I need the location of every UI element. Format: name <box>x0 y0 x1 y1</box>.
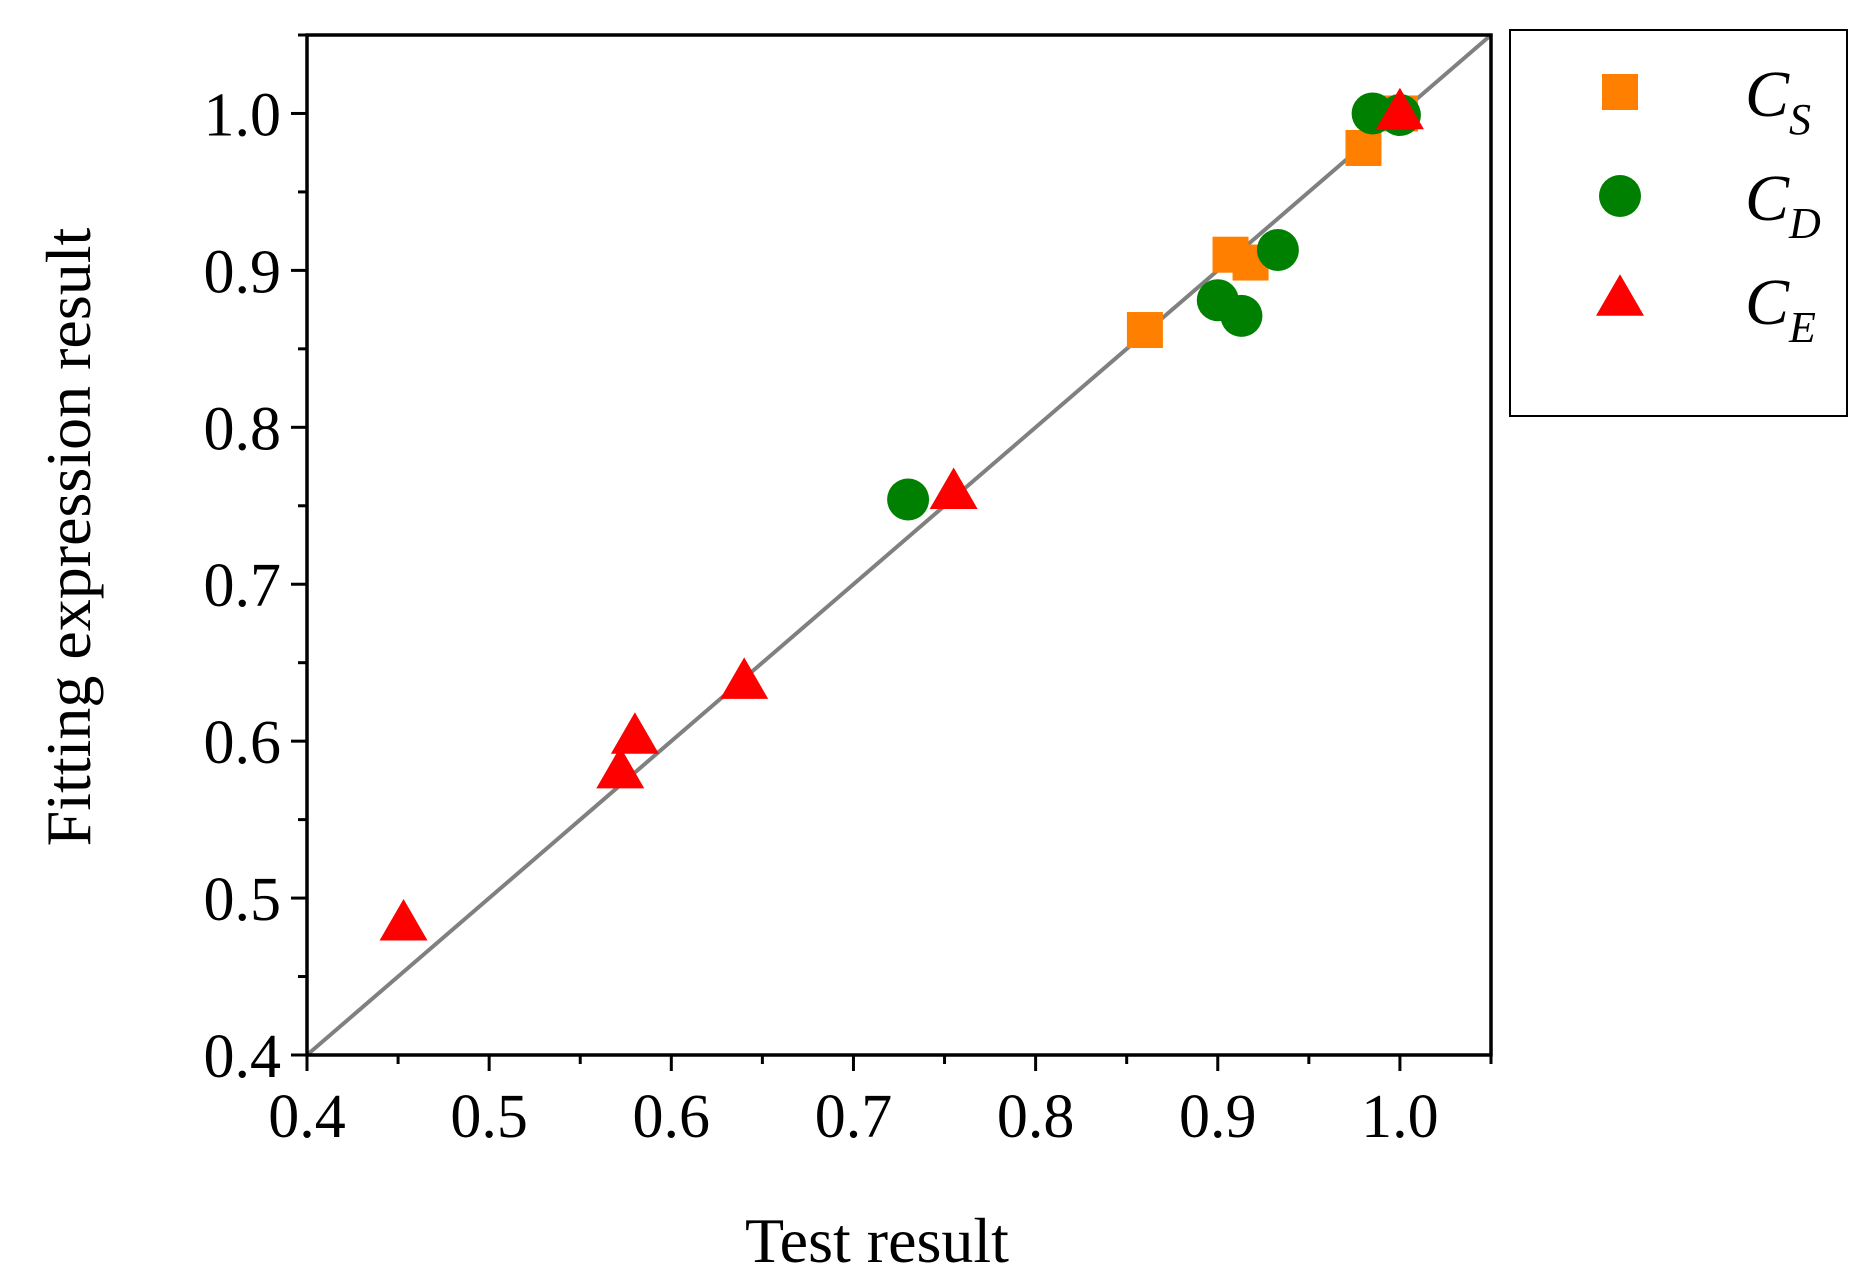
series-e <box>379 87 1424 941</box>
legend-label: CS <box>1745 58 1811 144</box>
x-tick-label: 0.4 <box>268 1083 346 1151</box>
y-tick-label: 0.6 <box>204 709 282 777</box>
x-axis: 0.4 0.5 0.6 0.7 0.8 0.9 1.0 <box>268 1055 1493 1151</box>
data-point-circle <box>887 478 930 521</box>
data-point-triangle <box>379 898 428 941</box>
data-point-square <box>1345 129 1382 166</box>
y-tick-label: 0.7 <box>204 552 282 620</box>
x-tick-label: 0.6 <box>633 1083 711 1151</box>
data-point-triangle <box>610 712 659 754</box>
data-point-square <box>1126 312 1163 349</box>
x-tick-label: 1.0 <box>1361 1083 1439 1151</box>
legend-marker-circle <box>1599 175 1641 217</box>
data-point-triangle <box>720 657 769 699</box>
data-point-circle <box>1220 294 1263 337</box>
x-axis-title: Test result <box>745 1205 1009 1276</box>
reference-line-y-equals-x <box>305 33 1493 1057</box>
plot-frame <box>305 33 1493 1057</box>
y-tick-label: 0.5 <box>204 866 282 934</box>
legend-box <box>1509 29 1848 417</box>
y-tick-label: 1.0 <box>204 81 282 149</box>
y-axis: 0.4 0.5 0.6 0.7 0.8 0.9 1.0 <box>204 33 307 1091</box>
plot-area <box>305 33 1493 1057</box>
legend-items: CS CD CE <box>1596 58 1821 352</box>
y-tick-label: 0.4 <box>204 1023 282 1091</box>
data-point-triangle <box>1375 87 1424 130</box>
legend: CS CD CE <box>1509 29 1848 417</box>
x-tick-label: 0.8 <box>997 1083 1075 1151</box>
series-d <box>887 92 1421 521</box>
legend-label: CD <box>1745 162 1821 248</box>
x-tick-label: 0.5 <box>450 1083 528 1151</box>
x-tick-label: 0.7 <box>815 1083 893 1151</box>
data-point-circle <box>1256 228 1299 271</box>
y-axis-title: Fitting expression result <box>33 227 104 846</box>
y-tick-label: 0.9 <box>204 238 282 306</box>
y-tick-label: 0.8 <box>204 395 282 463</box>
data-point-triangle <box>929 467 978 510</box>
x-tick-label: 0.9 <box>1179 1083 1257 1151</box>
data-point-triangle <box>596 746 645 789</box>
legend-label: CE <box>1745 266 1816 352</box>
data-markers <box>379 87 1424 941</box>
legend-marker-square <box>1602 74 1638 110</box>
legend-marker-triangle <box>1596 274 1644 316</box>
